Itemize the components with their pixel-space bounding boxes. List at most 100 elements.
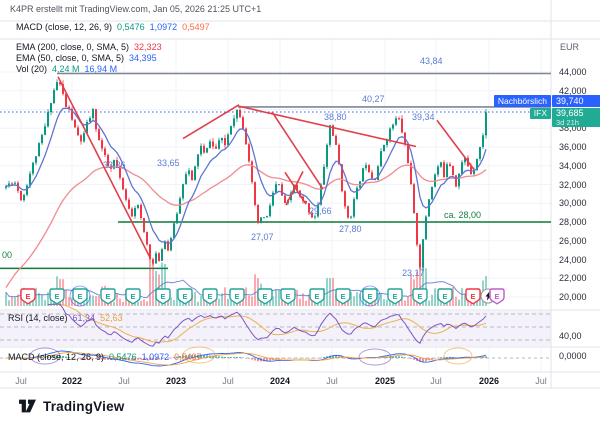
volume-bar (353, 296, 355, 306)
candle-body (125, 189, 127, 200)
candle-body (173, 223, 175, 239)
macd-histogram-bar (344, 358, 346, 359)
earnings-icon: E (309, 288, 325, 305)
volume-bar (281, 300, 283, 306)
price-tick-label: 34,000 (559, 160, 587, 171)
candle-body (80, 135, 82, 142)
legend-macd-pane[interactable]: MACD (close, 12, 26, 9) 0,5476 1,0972 0,549… (8, 352, 202, 362)
candle-body (53, 90, 55, 104)
volume-bar (464, 293, 466, 306)
volume-bar (95, 296, 97, 306)
candle-body (266, 216, 268, 218)
indicator-name: RSI (14, close) (8, 313, 68, 323)
macd-histogram-bar (401, 356, 403, 358)
legend-ema200[interactable]: EMA (200, close, 0, SMA, 5) 32,323 (16, 42, 162, 52)
earnings-icon: E (359, 285, 381, 307)
candle-body (482, 135, 484, 148)
candle-body (35, 156, 37, 163)
candle-body (452, 166, 454, 176)
macd-histogram-bar (68, 357, 70, 358)
candle-body (461, 162, 463, 174)
legend-rsi[interactable]: RSI (14, close) 61,34 52,63 (8, 313, 123, 323)
volume-bar (14, 297, 16, 306)
indicator-value: 0,5497 (174, 352, 202, 362)
macd-histogram-bar (230, 357, 232, 358)
volume-bar (278, 289, 280, 306)
macd-histogram-bar (176, 356, 178, 358)
candle-body (377, 166, 379, 181)
candle-body (143, 218, 145, 232)
candle-body (194, 166, 196, 181)
macd-histogram-bar (446, 356, 448, 358)
price-tick-label: 26,000 (559, 235, 587, 246)
volume-bar (47, 292, 49, 306)
candle-body (164, 241, 166, 250)
legend-volume[interactable]: Vol (20) 4,24 M 16,94 M (16, 64, 117, 74)
volume-bar (461, 288, 463, 306)
earnings-icon: E (20, 288, 36, 305)
volume-bar (218, 298, 220, 306)
macd-histogram-bar (104, 358, 106, 360)
candle-body (203, 145, 205, 153)
candle-body (308, 203, 310, 213)
indicator-name: MACD (close, 12, 26, 9) (8, 352, 105, 362)
macd-histogram-bar (137, 358, 139, 360)
macd-histogram-bar (83, 358, 85, 360)
price-tick-label: 22,000 (559, 273, 587, 284)
macd-histogram-bar (170, 357, 172, 359)
price-tick-label: 20,000 (559, 292, 587, 302)
macd-histogram-bar (395, 356, 397, 358)
volume-bar (308, 294, 310, 306)
macd-histogram-bar (233, 357, 235, 358)
candle-body (185, 174, 187, 185)
candle-body (329, 125, 331, 145)
candle-body (74, 119, 76, 128)
macd-histogram-bar (254, 358, 256, 361)
candle-body (473, 170, 475, 175)
candle-body (128, 199, 130, 209)
legend-ema50[interactable]: EMA (50, close, 0, SMA, 5) 34,395 (16, 53, 157, 63)
macd-histogram-bar (239, 357, 241, 358)
macd-histogram-bar (425, 358, 427, 362)
footer-brand[interactable]: TradingView (18, 398, 124, 414)
symbol-price: 39,685 (556, 108, 584, 118)
candle-body (197, 154, 199, 167)
candle-body (344, 191, 346, 207)
volume-bar (173, 300, 175, 306)
volume-bar (197, 301, 199, 306)
annotation-ellipse (443, 347, 473, 365)
time-tick-label: 2022 (61, 376, 83, 386)
time-axis[interactable]: Jul 2022 Jul 2023 Jul 2024 Jul 2025 Jul 2026 Jul (0, 373, 551, 388)
candle-body (368, 165, 370, 173)
macd-histogram-bar (224, 356, 226, 358)
volume-bar (428, 300, 430, 306)
volume-bar (176, 289, 178, 306)
candle-body (251, 161, 253, 183)
candle-body (5, 186, 7, 188)
macd-histogram-bar (269, 358, 271, 361)
macd-histogram-bar (308, 358, 310, 359)
price-scale[interactable]: EUR 44,000 42,000 38,000 36,000 34,000 32,000 3… (552, 0, 600, 388)
macd-histogram-bar (314, 358, 316, 359)
candle-body (26, 185, 28, 195)
macd-histogram-bar (242, 357, 244, 359)
candle-body (392, 124, 394, 129)
svg-text:E: E (285, 292, 290, 301)
volume-bar (434, 288, 436, 306)
candle-body (140, 204, 142, 219)
macd-histogram-bar (116, 358, 118, 360)
macd-histogram-bar (203, 355, 205, 358)
candle-body (71, 108, 73, 120)
volume-bar (110, 299, 112, 306)
time-tick-label: Jul (118, 376, 130, 386)
legend-macd-top[interactable]: MACD (close, 12, 26, 9) 0,5476 1,0972 0,549… (16, 22, 210, 32)
macd-histogram-bar (149, 358, 151, 361)
indicator-value: 4,24 M (52, 64, 80, 74)
macd-histogram-bar (236, 356, 238, 358)
macd-histogram-bar (248, 358, 250, 359)
time-tick-label: 2024 (269, 376, 291, 386)
indicator-value: 0,5476 (117, 22, 145, 32)
candle-body (14, 182, 16, 184)
candle-body (476, 158, 478, 171)
